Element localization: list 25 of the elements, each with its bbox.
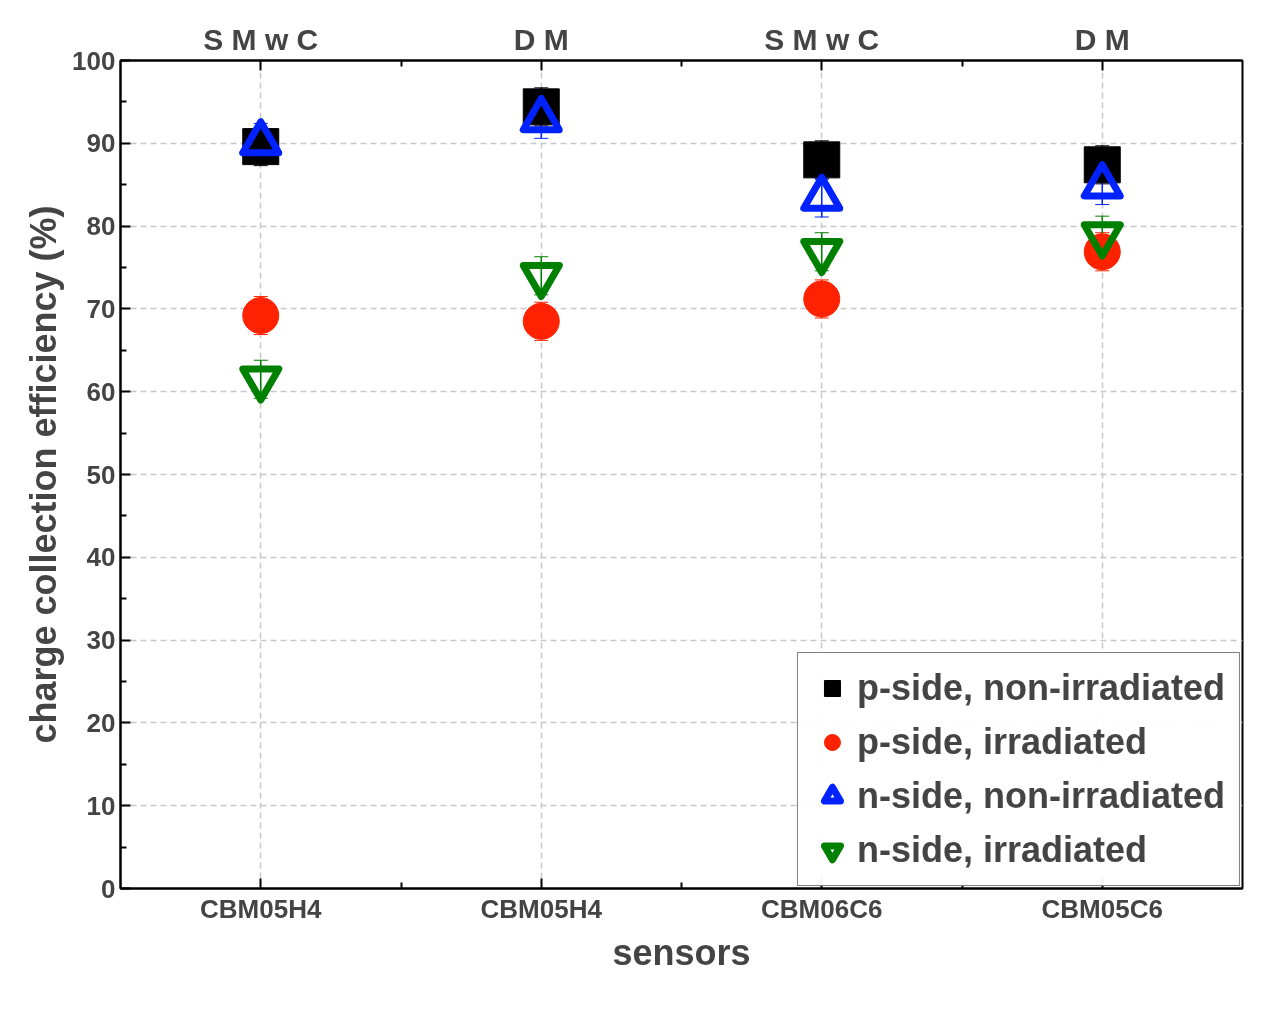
- legend-label: p-side, non-irradiated: [856, 667, 1225, 709]
- y-tick-label: 40: [86, 542, 116, 573]
- legend-label: p-side, irradiated: [856, 721, 1148, 763]
- y-tick-label: 60: [86, 376, 116, 407]
- legend-label: n-side, non-irradiated: [856, 775, 1225, 817]
- legend-label: n-side, irradiated: [856, 829, 1148, 871]
- y-axis-title: charge collection efficiency (%): [23, 205, 65, 744]
- text: D M: [513, 22, 569, 56]
- y-tick-label: 100: [72, 45, 116, 76]
- y-tick-label: 0: [101, 873, 116, 904]
- text: D M: [1074, 22, 1130, 56]
- x-axis-title: sensors: [612, 931, 751, 973]
- y-tick-label: 50: [86, 459, 116, 490]
- x-tick-label: CBM05H4: [200, 893, 322, 924]
- x-tick-label: CBM05H4: [480, 893, 603, 924]
- x-tick-label: CBM06C6: [761, 893, 883, 924]
- y-tick-label: 80: [86, 211, 116, 242]
- text: S M w C: [764, 22, 880, 56]
- y-tick-label: 90: [86, 128, 116, 159]
- y-tick-label: 20: [86, 707, 116, 738]
- x-tick-label: CBM05C6: [1041, 893, 1163, 924]
- y-tick-label: 30: [86, 625, 116, 656]
- text: S M w C: [203, 22, 319, 56]
- y-tick-label: 70: [86, 293, 116, 324]
- y-tick-label: 10: [86, 790, 116, 821]
